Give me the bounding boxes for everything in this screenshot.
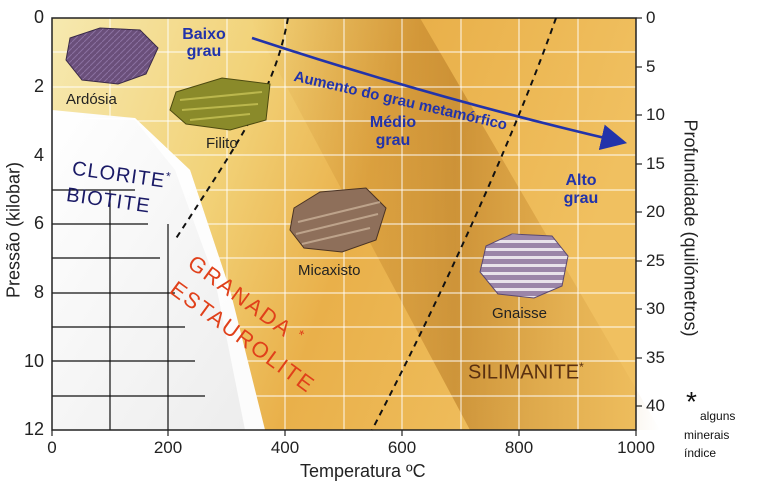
y-left-tick: 8 (33, 282, 44, 302)
note-line-1: alguns (700, 409, 736, 423)
y-left-tick: 12 (23, 419, 44, 439)
y-right-tick: 5 (646, 57, 656, 76)
grade-medium-label: Médio grau (369, 114, 417, 149)
y-right-tick: 25 (646, 251, 665, 270)
y-right-tick: 0 (646, 8, 656, 27)
note-line-2: minerais (684, 428, 730, 442)
mineral-silimanite: SILIMANITE* (468, 360, 584, 385)
y-left-tick: 2 (33, 76, 44, 96)
rock-label-filito: Filito (206, 135, 238, 152)
y-left-axis-label: Pressão (kilobar) (3, 161, 24, 299)
y-left-tick: 10 (23, 351, 44, 371)
x-tick: 600 (387, 438, 417, 457)
y-left-tick: 6 (33, 213, 44, 233)
isograd-low-medium (174, 17, 289, 241)
rock-label-micaxisto: Micaxisto (298, 262, 361, 279)
y-right-tick: 15 (646, 154, 665, 173)
x-tick: 400 (270, 438, 300, 457)
note-line-3: índice (684, 446, 717, 460)
y-right-axis-label: Profundidade (quilómetros) (680, 119, 701, 337)
x-axis-label: Temperatura ºC (300, 461, 426, 481)
grey-region-grid (52, 189, 205, 430)
ardosia-rock-image (65, 27, 159, 85)
micaxisto-rock-image (289, 187, 387, 253)
grade-arrow (251, 36, 628, 150)
mineral-asterisk: * (579, 360, 584, 374)
x-tick: 800 (504, 438, 534, 457)
y-right-tick: 35 (646, 348, 665, 367)
y-left-tick: 0 (33, 7, 44, 27)
rock-label-gnaisse: Gnaisse (492, 305, 548, 322)
light-strip (52, 118, 265, 430)
x-tick: 1000 (617, 438, 655, 457)
rock-label-ardosia: Ardósia (66, 91, 117, 108)
mineral-silimanite-text: SILIMANITE (468, 361, 580, 384)
isograd-medium-high (371, 17, 557, 431)
gnaisse-rock-image (479, 233, 569, 299)
filito-rock-image (169, 77, 271, 131)
note-asterisk: * (686, 386, 697, 417)
y-right-tick: 30 (646, 299, 665, 318)
grade-high-label: Alto grau (563, 172, 599, 207)
y-right-tick: 40 (646, 396, 665, 415)
axis-ticks (51, 17, 642, 436)
x-tick: 200 (153, 438, 183, 457)
filito-texture (179, 91, 263, 121)
plot-frame (51, 17, 637, 431)
x-tick: 0 (47, 438, 57, 457)
y-right-tick: 20 (646, 202, 665, 221)
y-right-tick: 10 (646, 105, 665, 124)
y-left-tick: 4 (33, 145, 44, 165)
micaxisto-texture (295, 201, 381, 245)
grade-low-label: Baixo grau (182, 26, 226, 60)
